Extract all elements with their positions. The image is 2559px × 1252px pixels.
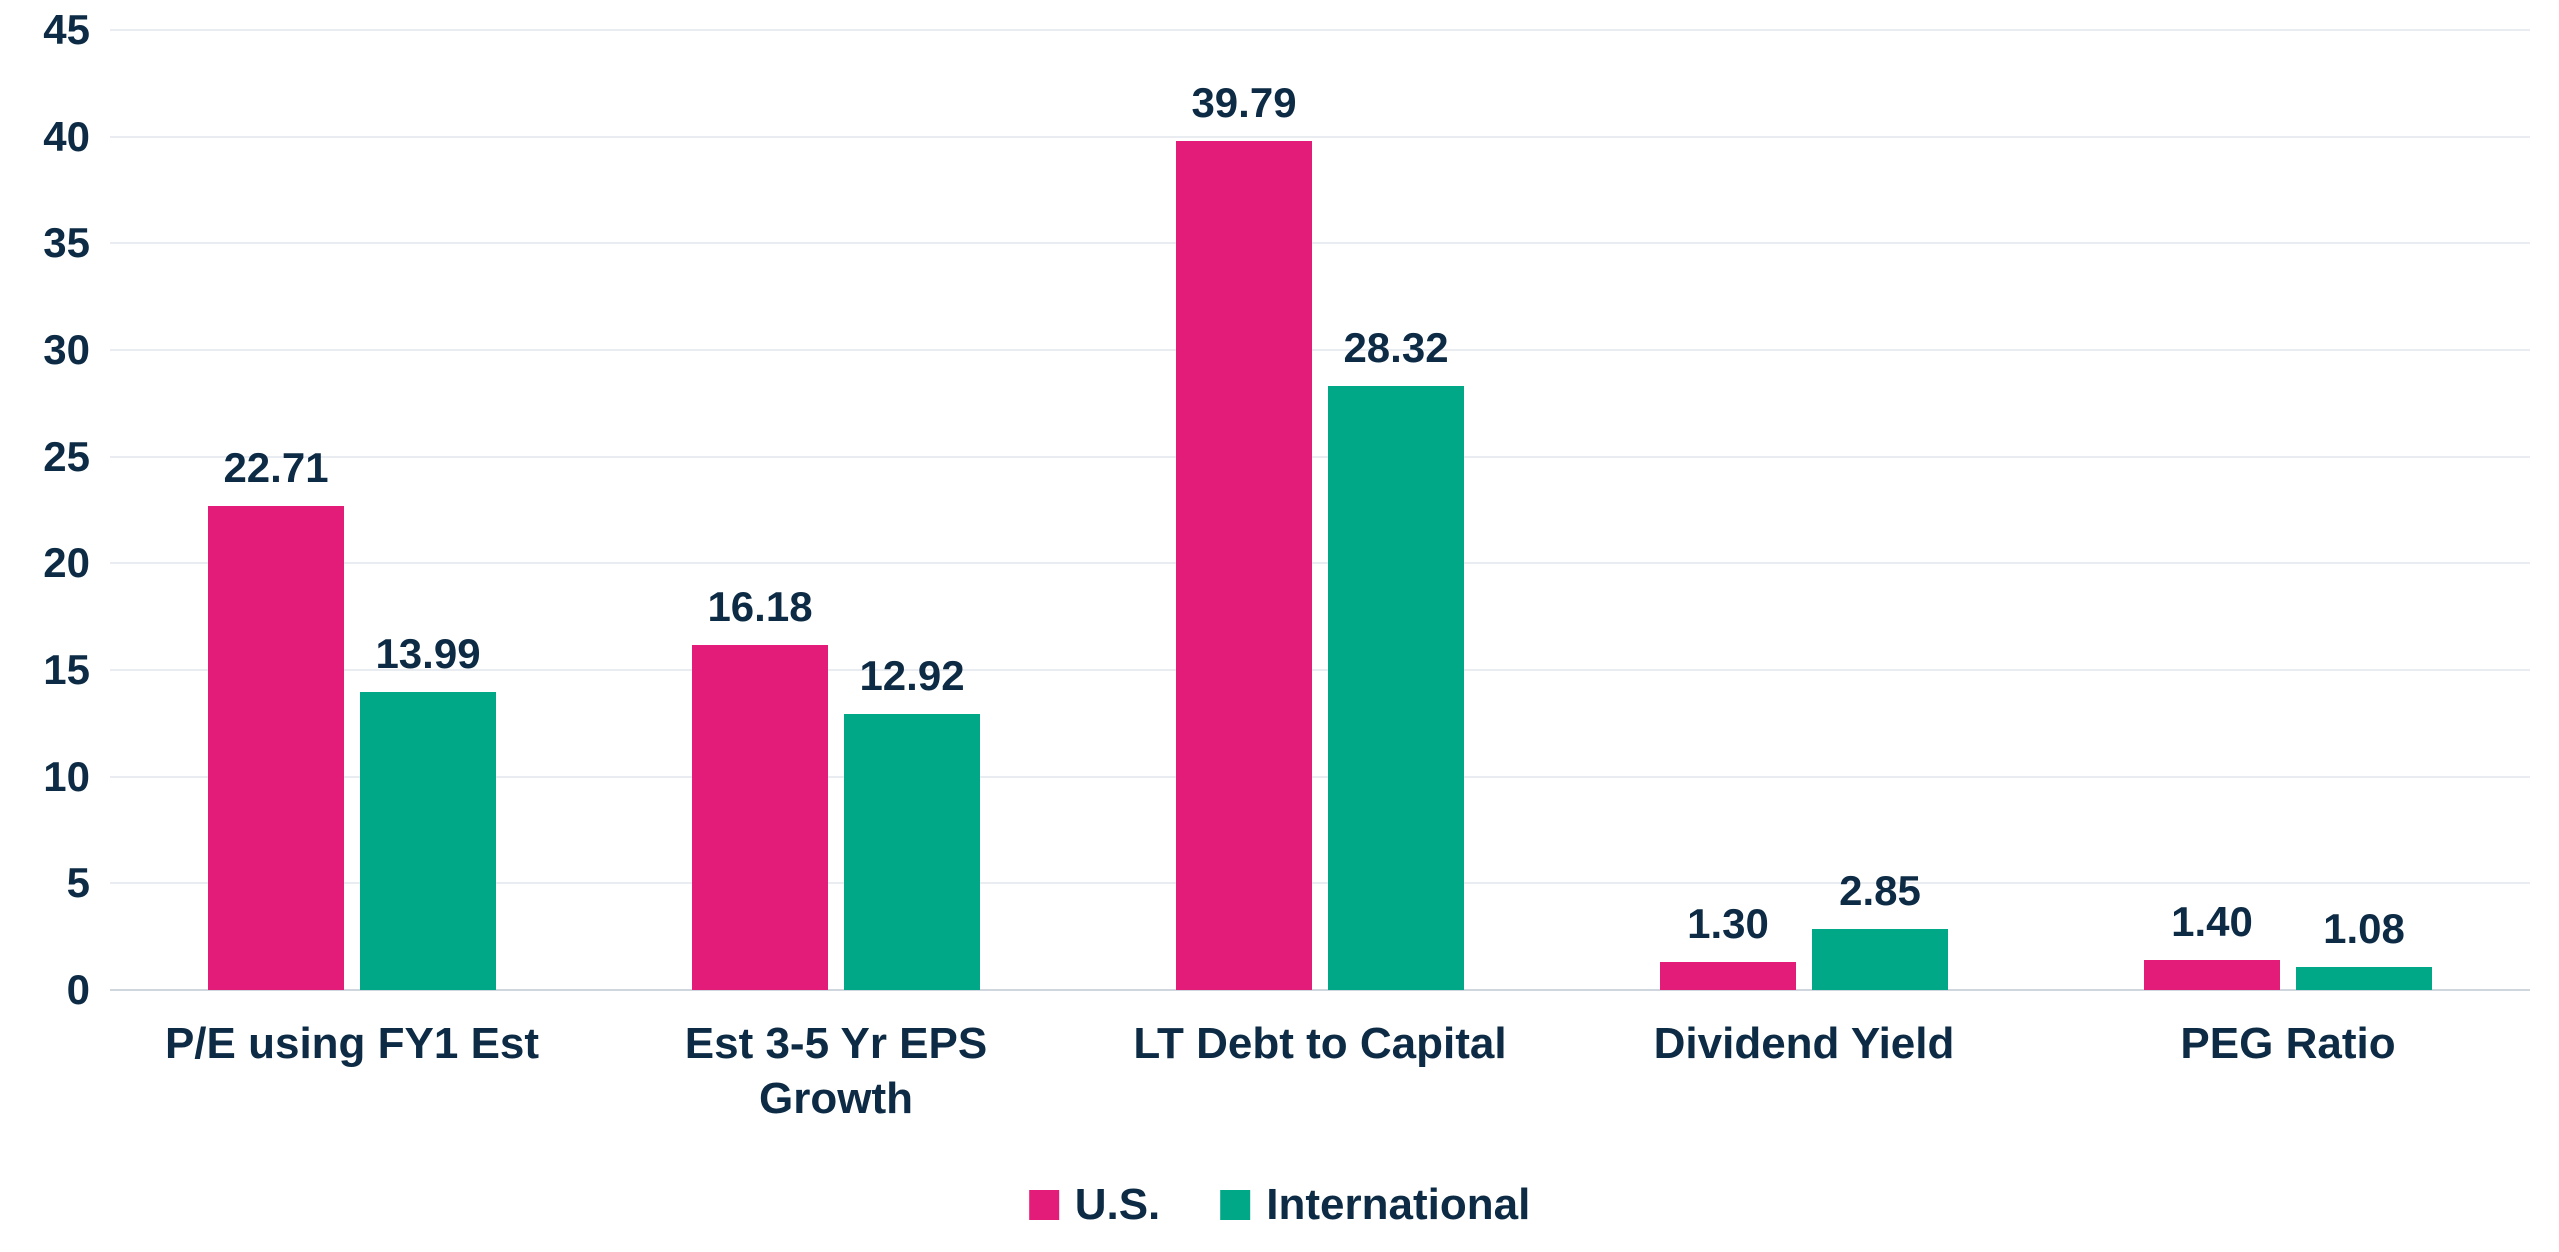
y-tick-label: 25 <box>43 433 110 481</box>
y-tick-label: 20 <box>43 539 110 587</box>
bar: 16.18 <box>692 645 828 990</box>
legend-item: International <box>1220 1180 1530 1230</box>
bar: 39.79 <box>1176 141 1312 990</box>
bar-value-label: 2.85 <box>1839 867 1921 929</box>
bar-value-label: 1.30 <box>1687 900 1769 962</box>
legend-swatch <box>1029 1190 1059 1220</box>
bar-value-label: 16.18 <box>707 583 812 645</box>
y-tick-label: 10 <box>43 753 110 801</box>
gridline <box>110 242 2530 244</box>
bar-value-label: 1.08 <box>2323 905 2405 967</box>
y-tick-label: 5 <box>67 859 110 907</box>
legend-swatch <box>1220 1190 1250 1220</box>
y-tick-label: 45 <box>43 6 110 54</box>
gridline <box>110 562 2530 564</box>
bar: 28.32 <box>1328 386 1464 990</box>
y-tick-label: 30 <box>43 326 110 374</box>
bar: 1.30 <box>1660 962 1796 990</box>
bar-value-label: 39.79 <box>1191 79 1296 141</box>
legend-label: International <box>1266 1180 1530 1230</box>
gridline <box>110 29 2530 31</box>
bar-value-label: 13.99 <box>375 630 480 692</box>
bar: 1.08 <box>2296 967 2432 990</box>
bar: 2.85 <box>1812 929 1948 990</box>
bar: 13.99 <box>360 692 496 990</box>
gridline <box>110 456 2530 458</box>
y-tick-label: 35 <box>43 219 110 267</box>
bar-value-label: 28.32 <box>1343 324 1448 386</box>
bar-value-label: 1.40 <box>2171 898 2253 960</box>
x-tick-label: Dividend Yield <box>1572 990 2036 1071</box>
x-tick-label: LT Debt to Capital <box>1088 990 1552 1071</box>
bar: 12.92 <box>844 714 980 990</box>
x-tick-label: Est 3-5 Yr EPS Growth <box>604 990 1068 1126</box>
legend: U.S. International <box>1029 1180 1531 1230</box>
gridline <box>110 136 2530 138</box>
legend-label: U.S. <box>1075 1180 1161 1230</box>
y-tick-label: 0 <box>67 966 110 1014</box>
bar-value-label: 12.92 <box>859 652 964 714</box>
x-tick-label: P/E using FY1 Est <box>120 990 584 1071</box>
y-tick-label: 40 <box>43 113 110 161</box>
bar-value-label: 22.71 <box>223 444 328 506</box>
x-tick-label: PEG Ratio <box>2056 990 2520 1071</box>
bar-chart: 051015202530354045P/E using FY1 Est22.71… <box>0 0 2559 1252</box>
gridline <box>110 349 2530 351</box>
y-tick-label: 15 <box>43 646 110 694</box>
bar: 1.40 <box>2144 960 2280 990</box>
plot-area: 051015202530354045P/E using FY1 Est22.71… <box>110 30 2530 990</box>
bar: 22.71 <box>208 506 344 990</box>
legend-item: U.S. <box>1029 1180 1161 1230</box>
